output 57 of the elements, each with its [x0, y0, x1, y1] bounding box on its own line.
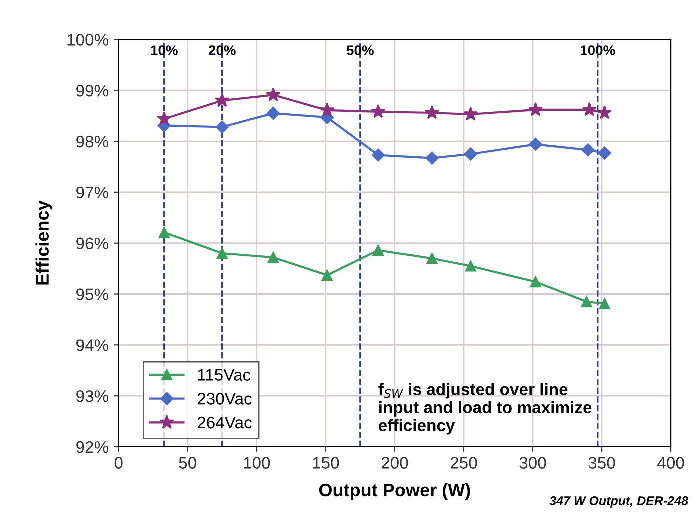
y-tick-label: 94%: [76, 340, 109, 352]
point: [529, 138, 542, 152]
x-tick-label: 400: [658, 457, 684, 469]
point: [582, 144, 595, 157]
point: [530, 276, 542, 288]
y-tick-label: 95%: [76, 288, 109, 300]
annotation: 50%: [346, 46, 374, 56]
legend-label: 115Vac: [198, 369, 251, 381]
x-axis-title: Output Power (W): [319, 483, 470, 500]
point: [157, 111, 172, 126]
point: [464, 148, 478, 161]
point: [597, 105, 612, 120]
x-tick-label: 50: [179, 457, 196, 469]
y-tick-label: 97%: [76, 186, 109, 199]
point: [215, 93, 230, 108]
annotation: f$_{SW}$ is adjusted over line input and load to maximize efficiency: [378, 383, 592, 435]
x-tick-label: 0: [114, 457, 123, 469]
y-tick-label: 98%: [76, 136, 109, 148]
x-tick-label: 250: [450, 457, 478, 469]
point: [322, 270, 333, 281]
annotation: 10%: [151, 46, 178, 56]
x-tick-label: 200: [382, 457, 408, 469]
point: [216, 120, 229, 134]
point: [599, 298, 610, 310]
x-tick-label: 350: [588, 457, 616, 469]
y-tick-label: 99%: [76, 84, 109, 97]
point: [320, 102, 335, 117]
x-tick-label: 300: [520, 457, 546, 469]
point: [582, 102, 597, 116]
y-tick-label: 96%: [76, 238, 109, 250]
annotation: 20%: [208, 46, 236, 56]
point: [598, 146, 612, 160]
x-tick-label: 100: [244, 457, 270, 469]
point: [372, 244, 384, 256]
y-axis-title: Efficiency: [36, 200, 53, 285]
y-tick-label: 100%: [68, 34, 109, 46]
point: [465, 260, 476, 272]
x-tick-label: 150: [313, 457, 340, 469]
legend-label: 264Vac: [198, 416, 252, 429]
point: [528, 102, 544, 116]
point: [426, 253, 438, 264]
point: [426, 152, 439, 165]
point: [464, 106, 478, 121]
point: [581, 296, 592, 308]
text: 347 W Output, DER-248: [550, 496, 689, 508]
annotation: 100%: [580, 46, 616, 56]
point: [424, 105, 440, 120]
point: [158, 227, 170, 238]
point: [216, 248, 228, 260]
point: [268, 252, 280, 264]
point: [266, 106, 280, 120]
y-tick-label: 92%: [76, 441, 109, 454]
y-tick-label: 93%: [76, 390, 109, 402]
legend-label: 230Vac: [198, 393, 252, 405]
point: [372, 148, 385, 162]
point: [371, 104, 386, 118]
point: [266, 88, 281, 102]
